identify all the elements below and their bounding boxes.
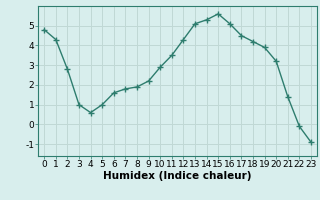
X-axis label: Humidex (Indice chaleur): Humidex (Indice chaleur) [103, 171, 252, 181]
